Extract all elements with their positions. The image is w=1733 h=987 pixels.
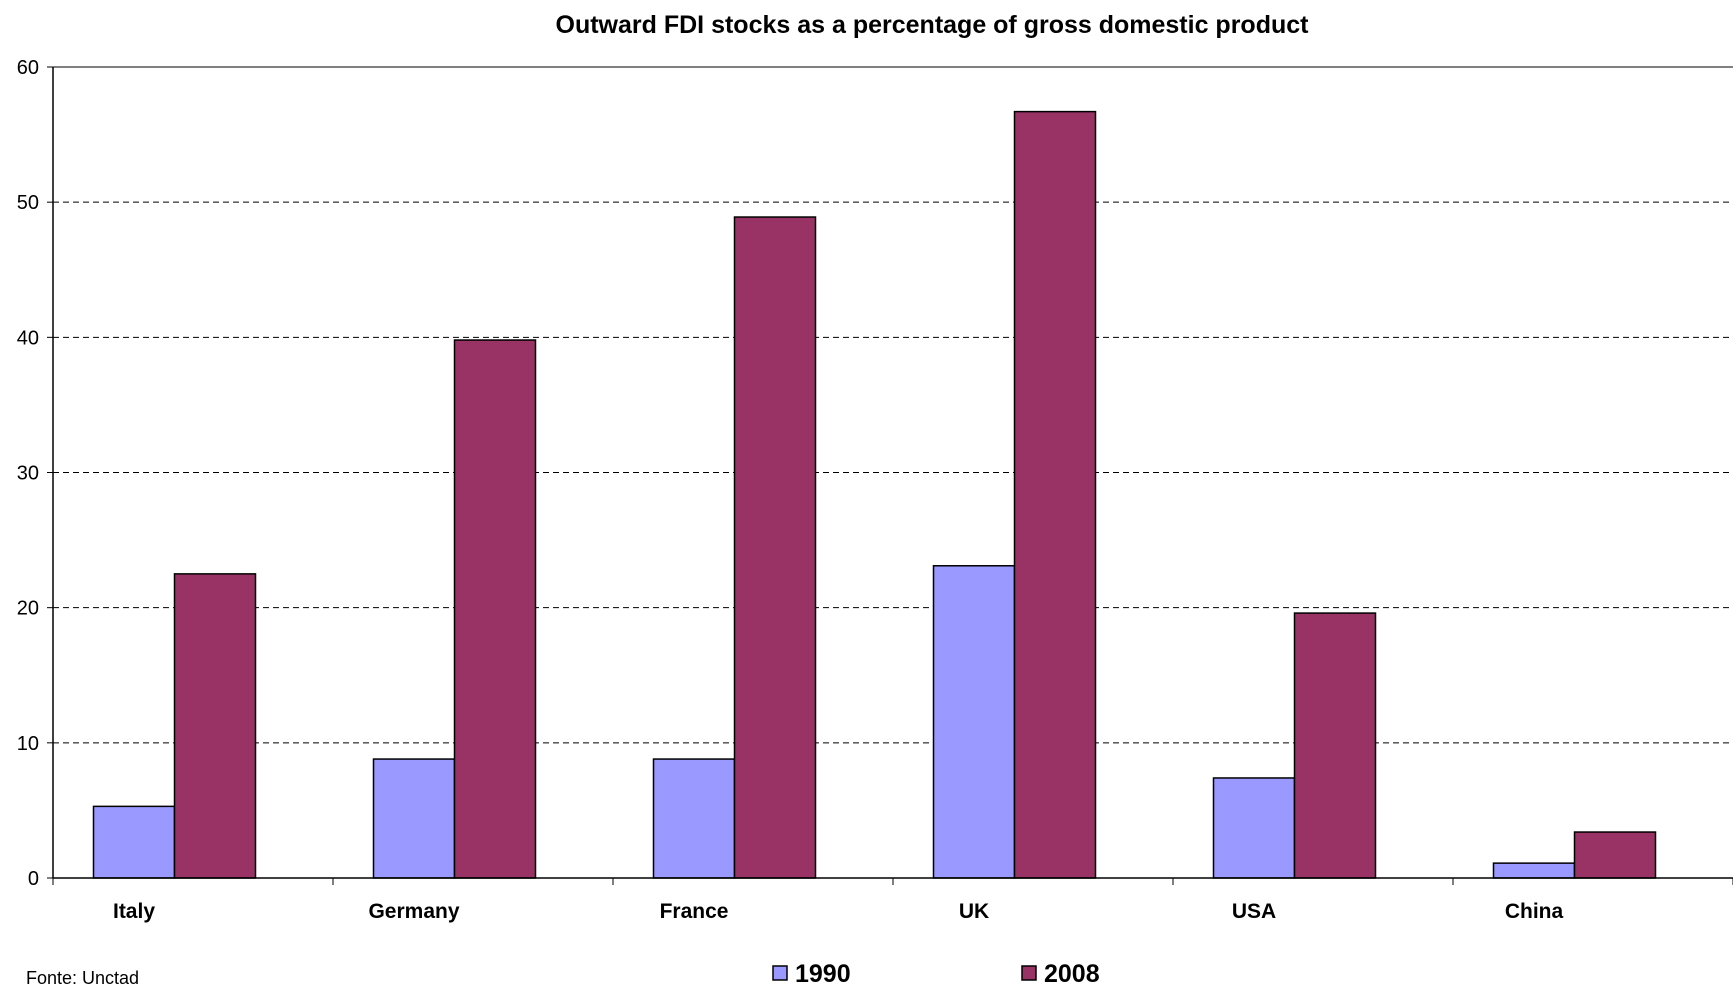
x-tick-label: Italy — [113, 900, 155, 923]
legend: 1990 2008 — [772, 960, 1100, 987]
legend-label-2008: 2008 — [1044, 960, 1100, 987]
x-tick-label: UK — [959, 900, 989, 923]
y-tick-label: 10 — [17, 733, 39, 755]
y-tick-label: 20 — [17, 598, 39, 620]
bar-2008-china — [1573, 831, 1657, 879]
chart-title: Outward FDI stocks as a percentage of gr… — [556, 11, 1310, 39]
bar-1990-china — [1492, 862, 1576, 879]
x-tick-label: USA — [1232, 900, 1276, 923]
legend-label-1990: 1990 — [795, 960, 851, 987]
bar-1990-italy — [92, 805, 176, 879]
x-axis-ticks: Italy Germany France UK USA China — [113, 900, 1563, 923]
y-tick-label: 40 — [17, 327, 39, 349]
y-tick-label: 30 — [17, 463, 39, 485]
bar-2008-usa — [1293, 612, 1377, 879]
bars — [92, 110, 1657, 879]
bar-2008-germany — [453, 339, 537, 879]
bar-1990-uk — [932, 565, 1016, 879]
bar-1990-germany — [372, 758, 456, 879]
source-note: Fonte: Unctad — [26, 968, 139, 987]
bar-2008-france — [733, 216, 817, 879]
bar-2008-uk — [1013, 110, 1097, 879]
legend-swatch-1990 — [772, 965, 788, 981]
axes — [47, 66, 1733, 885]
x-tick-label: France — [660, 900, 729, 923]
bar-1990-france — [652, 758, 736, 879]
y-axis-ticks: 0 10 20 30 40 50 60 — [17, 57, 39, 890]
bar-2008-italy — [173, 573, 257, 879]
y-tick-label: 50 — [17, 192, 39, 214]
bar-1990-usa — [1212, 777, 1296, 879]
y-tick-label: 60 — [17, 57, 39, 79]
gridlines — [53, 66, 1733, 744]
legend-swatch-2008 — [1021, 965, 1037, 981]
x-tick-label: Germany — [368, 900, 459, 923]
x-tick-label: China — [1505, 900, 1564, 923]
y-tick-label: 0 — [28, 868, 39, 890]
